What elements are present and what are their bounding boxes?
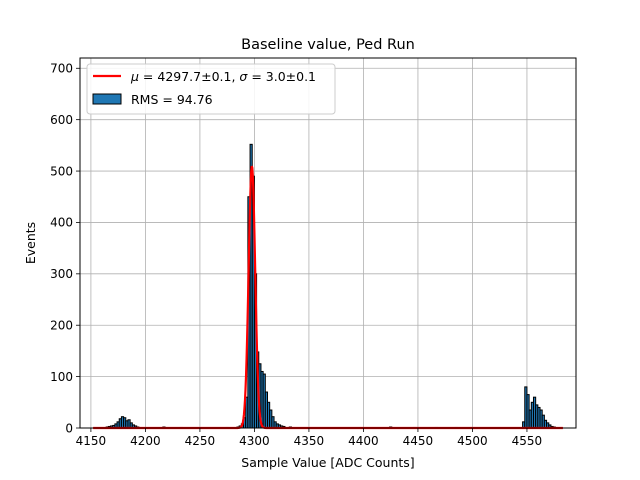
legend-hist-swatch <box>92 93 122 105</box>
legend: μ = 4297.7±0.1, σ = 3.0±0.1 RMS = 94.76 <box>86 63 336 115</box>
x-tick-label: 4200 <box>130 434 161 448</box>
x-axis-label: Sample Value [ADC Counts] <box>241 455 414 470</box>
x-tick-label: 4350 <box>294 434 325 448</box>
y-tick-label: 0 <box>65 421 73 435</box>
y-tick-label: 300 <box>50 267 73 281</box>
legend-sigma-value: = 3.0±0.1 <box>247 69 316 84</box>
legend-fit-label: μ = 4297.7±0.1, σ = 3.0±0.1 <box>130 69 316 84</box>
y-tick-label: 100 <box>50 370 73 384</box>
legend-frame <box>86 63 336 115</box>
legend-mu-symbol: μ <box>130 69 139 84</box>
x-tick-label: 4400 <box>348 434 379 448</box>
chart-title: Baseline value, Ped Run <box>241 37 415 53</box>
y-tick-label: 600 <box>50 113 73 127</box>
y-tick-label: 400 <box>50 216 73 230</box>
legend-hist-label: RMS = 94.76 <box>131 92 213 107</box>
x-tick-label: 4550 <box>512 434 543 448</box>
y-tick-label: 500 <box>50 164 73 178</box>
legend-sigma-symbol: σ <box>239 69 248 84</box>
x-axis: 4150 4200 4250 4300 4350 4400 4450 4500 4550 <box>76 428 543 448</box>
x-tick-label: 4150 <box>76 434 107 448</box>
y-axis-label: Events <box>23 222 38 264</box>
x-tick-label: 4250 <box>185 434 216 448</box>
y-axis: 0 100 200 300 400 500 600 700 <box>50 62 80 435</box>
y-tick-label: 200 <box>50 319 73 333</box>
x-tick-label: 4500 <box>457 434 488 448</box>
y-tick-label: 700 <box>50 62 73 76</box>
x-tick-label: 4450 <box>403 434 434 448</box>
legend-mu-value: = 4297.7±0.1, <box>139 69 239 84</box>
plot-frame <box>79 57 577 429</box>
x-tick-label: 4300 <box>239 434 270 448</box>
